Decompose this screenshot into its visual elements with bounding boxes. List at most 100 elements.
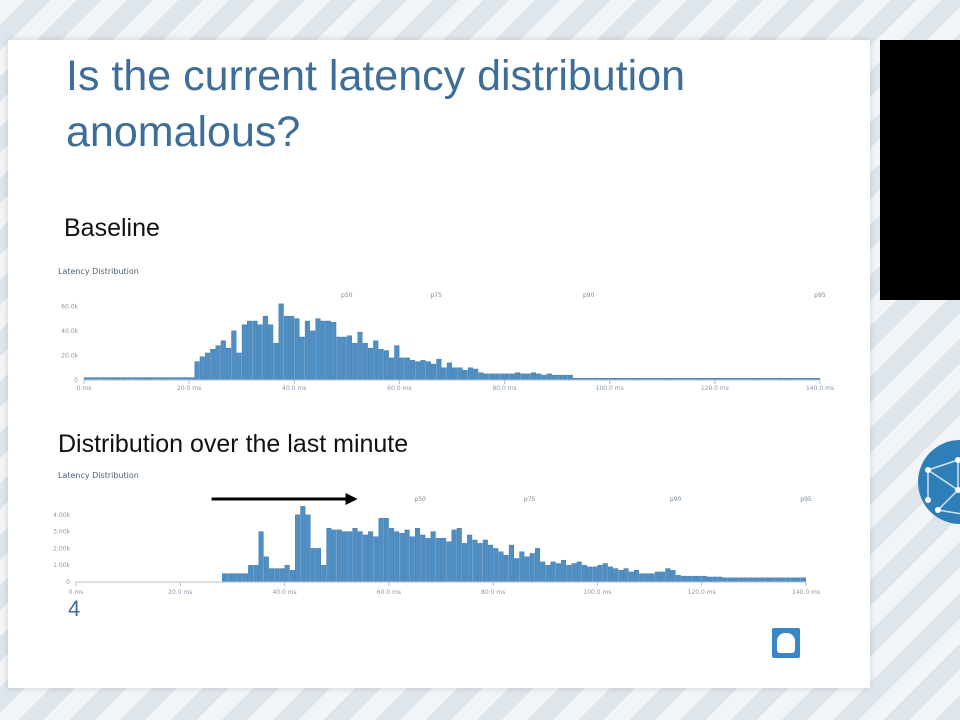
histogram-bar <box>790 577 796 583</box>
histogram-bar <box>269 568 275 583</box>
histogram-bar <box>452 367 458 381</box>
histogram-bar <box>404 529 410 583</box>
histogram-bar <box>467 534 473 583</box>
histogram-bar <box>347 531 353 583</box>
histogram-bar <box>800 577 806 583</box>
histogram-bar <box>618 570 624 583</box>
histogram-bar <box>567 374 573 381</box>
histogram-bar <box>268 324 274 381</box>
histogram-bar <box>415 361 421 381</box>
histogram-bar <box>557 374 563 381</box>
histogram-bar <box>488 544 494 583</box>
histogram-bar <box>357 531 363 583</box>
histogram-bar <box>555 563 561 583</box>
histogram-bar <box>274 568 280 583</box>
histogram-bar <box>675 575 681 583</box>
histogram-bar <box>717 576 723 583</box>
histogram-bar <box>482 539 488 583</box>
histogram-bar <box>415 528 421 583</box>
histogram-bar <box>473 368 479 381</box>
histogram-bar <box>304 320 310 381</box>
x-tick-label: 140.0 ms <box>792 589 820 596</box>
histogram-bar <box>707 576 713 583</box>
histogram-bar <box>341 336 347 381</box>
histogram-bar <box>780 577 786 583</box>
histogram-bar <box>215 345 221 381</box>
histogram-bar <box>536 373 542 381</box>
histogram-bar <box>477 543 483 583</box>
histogram-bar <box>383 350 389 381</box>
histogram-bar <box>295 514 301 583</box>
x-tick-label: 140.0 ms <box>806 385 834 392</box>
histogram-bar <box>576 561 582 583</box>
histogram-bar <box>410 360 416 381</box>
histogram-bar <box>607 566 613 583</box>
histogram-bar <box>420 360 426 381</box>
y-tick-label: 0 <box>74 377 78 384</box>
histogram-bar <box>373 536 379 583</box>
histogram-bar <box>310 548 316 583</box>
histogram-bar <box>325 320 331 381</box>
histogram-bar <box>665 568 671 583</box>
histogram-bar <box>753 577 759 583</box>
histogram-bar <box>425 538 431 583</box>
histogram-bar <box>785 577 791 583</box>
histogram-bar <box>336 336 342 381</box>
histogram-bar <box>362 342 368 381</box>
histogram-bar <box>743 577 749 583</box>
histogram-bar <box>529 553 535 583</box>
percentile-label-p95: p95 <box>800 496 812 503</box>
histogram-bar <box>247 320 253 381</box>
x-tick-label: 20.0 ms <box>168 589 192 596</box>
histogram-bar <box>524 556 530 583</box>
histogram-bar <box>378 349 384 381</box>
histogram-bar <box>545 564 551 583</box>
histogram-bar <box>483 373 489 381</box>
histogram-bar <box>326 528 332 583</box>
histogram-bar <box>451 529 457 583</box>
y-tick-label: 60.0k <box>61 303 78 310</box>
side-black-panel <box>880 40 960 300</box>
histogram-bar <box>457 367 463 381</box>
histogram-bar <box>550 561 556 583</box>
histogram-bar <box>748 577 754 583</box>
histogram-bar <box>727 577 733 583</box>
histogram-bar <box>241 324 247 381</box>
baseline-latency-chart: Latency Distribution 0 ms 20.0 ms 40.0 ms 60… <box>58 267 834 392</box>
histogram-bar <box>525 373 531 381</box>
histogram-bar <box>321 564 327 583</box>
histogram-bar <box>310 330 316 381</box>
histogram-bar <box>509 373 515 381</box>
histogram-bar <box>634 570 640 583</box>
histogram-bar <box>404 357 410 381</box>
percentile-label-p75: p75 <box>524 496 536 503</box>
x-tick-label: 0 ms <box>77 385 92 392</box>
histogram-bar <box>394 345 400 381</box>
x-tick-label: 120.0 ms <box>701 385 729 392</box>
histogram-bar <box>236 352 242 381</box>
histogram-bar <box>300 506 306 583</box>
histogram-bar <box>242 573 248 583</box>
histogram-bar <box>660 571 666 583</box>
histogram-bar <box>262 315 268 381</box>
histogram-bar <box>367 347 374 381</box>
histogram-bar <box>279 568 285 583</box>
histogram-bar <box>362 534 368 583</box>
histogram-bar <box>237 573 243 583</box>
histogram-bar <box>258 531 264 583</box>
histogram-bar <box>562 374 568 381</box>
histogram-bar <box>352 528 358 583</box>
last-minute-latency-chart: Latency Distribution 0 ms 20.0 ms 40.0 ms 60… <box>53 471 820 596</box>
histogram-bar <box>248 564 254 583</box>
histogram-bar <box>252 320 258 381</box>
histogram-bar <box>769 577 775 583</box>
chart-title: Latency Distribution <box>58 267 139 276</box>
histogram-bar <box>686 575 692 583</box>
histogram-bar <box>315 548 321 583</box>
last-minute-label: Distribution over the last minute <box>58 430 409 458</box>
histogram-bar <box>446 541 452 583</box>
histogram-bar <box>649 573 655 583</box>
histogram-bar <box>305 514 311 583</box>
percentile-label-p95: p95 <box>814 292 826 299</box>
histogram-bar <box>289 315 295 381</box>
